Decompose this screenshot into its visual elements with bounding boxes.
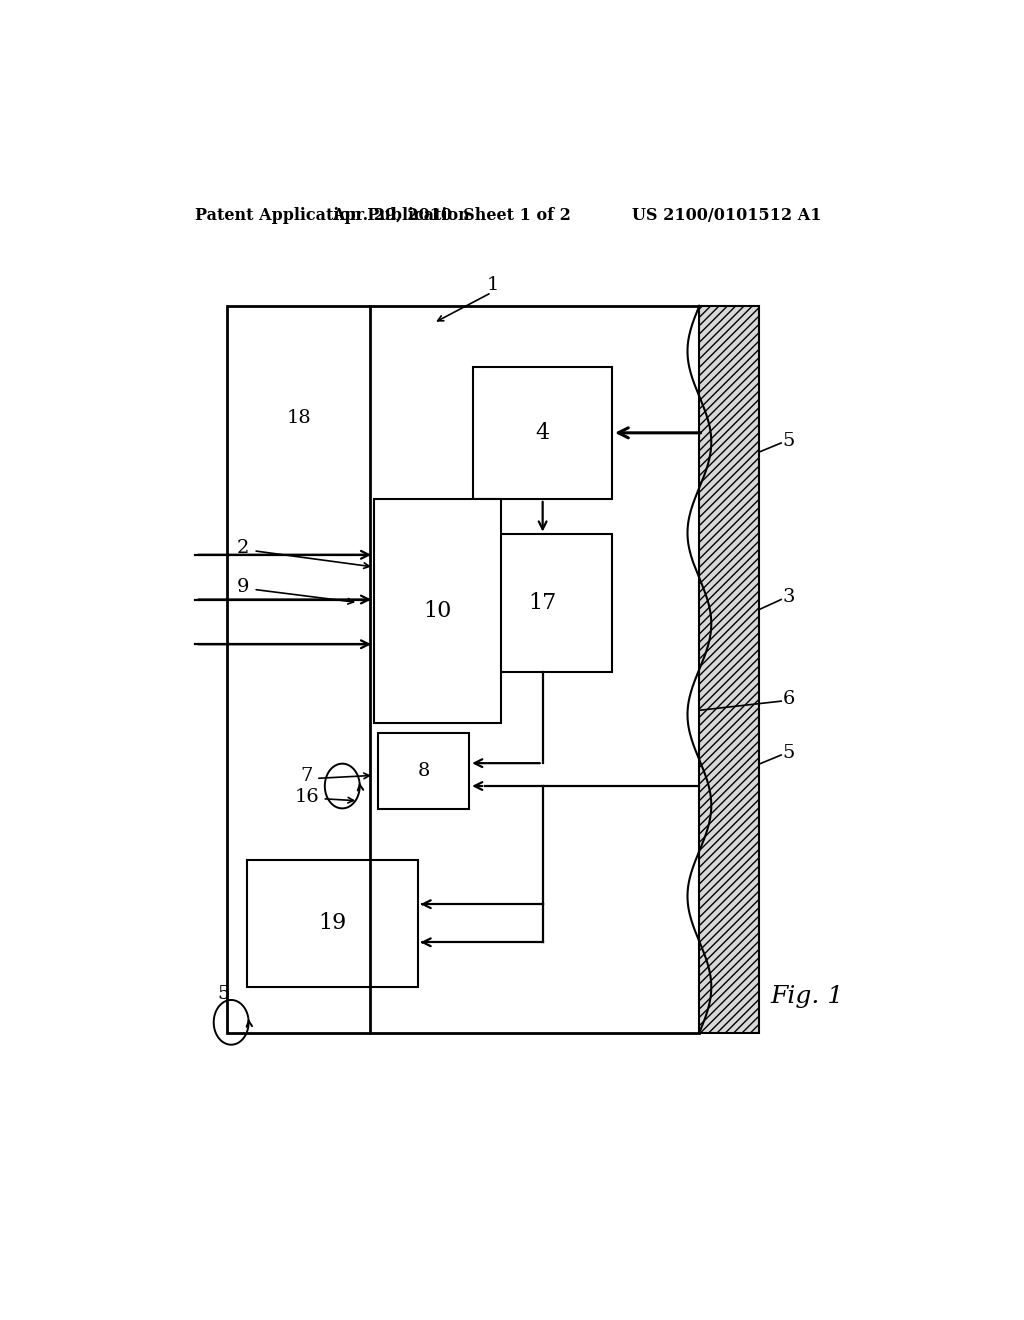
Text: 19: 19 bbox=[318, 912, 346, 935]
Text: 1: 1 bbox=[486, 276, 500, 294]
Bar bbox=[374, 499, 501, 722]
Text: 17: 17 bbox=[528, 593, 557, 614]
Text: 9: 9 bbox=[237, 578, 249, 597]
Text: 2: 2 bbox=[237, 539, 249, 557]
Text: 6: 6 bbox=[782, 690, 795, 708]
Bar bbox=[699, 306, 759, 1032]
Text: 5: 5 bbox=[782, 744, 795, 762]
Text: 10: 10 bbox=[423, 599, 452, 622]
Bar bbox=[227, 306, 699, 1032]
Bar bbox=[378, 733, 469, 809]
Text: 7: 7 bbox=[300, 767, 312, 785]
Text: 5: 5 bbox=[217, 985, 229, 1003]
Text: 16: 16 bbox=[294, 788, 318, 805]
Bar bbox=[473, 367, 612, 499]
Bar bbox=[247, 859, 418, 987]
Text: 8: 8 bbox=[418, 762, 430, 780]
Text: 3: 3 bbox=[782, 589, 796, 606]
Text: US 2100/0101512 A1: US 2100/0101512 A1 bbox=[632, 207, 821, 224]
Text: 4: 4 bbox=[536, 422, 550, 444]
Text: 5: 5 bbox=[782, 432, 795, 450]
Text: 18: 18 bbox=[287, 409, 311, 426]
Text: Fig. 1: Fig. 1 bbox=[770, 986, 843, 1008]
Bar bbox=[473, 535, 612, 672]
Text: Apr. 29, 2010  Sheet 1 of 2: Apr. 29, 2010 Sheet 1 of 2 bbox=[333, 207, 571, 224]
Text: Patent Application Publication: Patent Application Publication bbox=[196, 207, 470, 224]
